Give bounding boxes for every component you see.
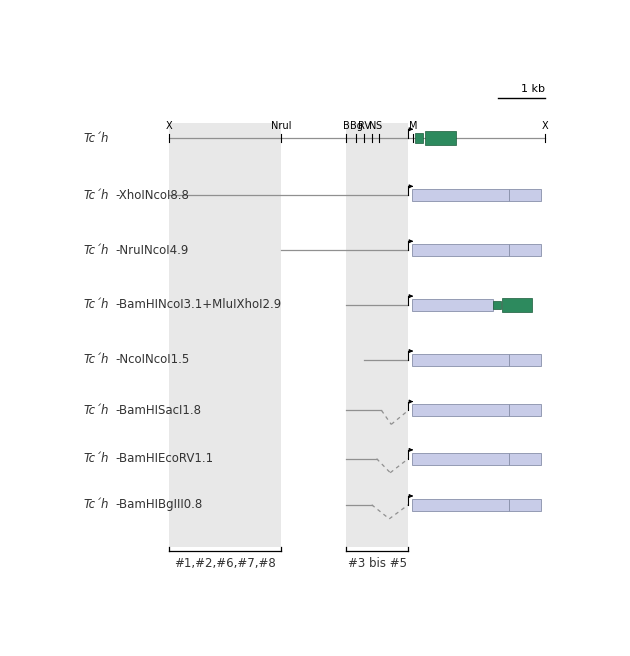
Text: -BamHINcoI3.1+MluIXhoI2.9: -BamHINcoI3.1+MluIXhoI2.9	[115, 298, 282, 312]
Text: S: S	[375, 121, 382, 131]
Text: ΔlacZ: ΔlacZ	[438, 300, 467, 310]
Bar	[509, 499, 541, 511]
Bar	[412, 354, 509, 366]
Text: lacZ: lacZ	[449, 245, 472, 255]
Bar	[412, 404, 509, 417]
Text: SV40: SV40	[512, 454, 537, 464]
Text: -NcoINcoI1.5: -NcoINcoI1.5	[115, 354, 190, 366]
Bar	[509, 453, 541, 465]
Text: lacZ: lacZ	[449, 405, 472, 415]
Text: 1 kb: 1 kb	[521, 84, 545, 94]
Text: X: X	[542, 121, 548, 131]
Text: lacZ: lacZ	[449, 500, 472, 510]
Bar	[493, 300, 501, 310]
Text: -BamHIBgIII0.8: -BamHIBgIII0.8	[115, 499, 203, 511]
Bar	[425, 131, 455, 144]
Text: lacZ: lacZ	[449, 190, 472, 200]
Bar	[412, 453, 509, 465]
Bar	[346, 123, 408, 546]
Text: Tc´h: Tc´h	[84, 298, 109, 312]
Text: Tc´h: Tc´h	[84, 131, 109, 144]
Text: X: X	[166, 121, 173, 131]
Text: SV40: SV40	[512, 245, 537, 255]
Bar	[412, 244, 509, 256]
Bar	[412, 499, 509, 511]
Text: RV: RV	[358, 121, 371, 131]
Text: -XhoINcoI8.8: -XhoINcoI8.8	[115, 189, 189, 201]
Bar	[509, 354, 541, 366]
Text: -NruINcoI4.9: -NruINcoI4.9	[115, 243, 189, 256]
Text: #3 bis #5: #3 bis #5	[348, 558, 407, 571]
Text: Tc´h: Tc´h	[84, 452, 109, 465]
Text: #1,#2,#6,#7,#8: #1,#2,#6,#7,#8	[175, 558, 276, 571]
Text: -BamHIEcoRV1.1: -BamHIEcoRV1.1	[115, 452, 214, 465]
Text: NruI: NruI	[271, 121, 292, 131]
Text: Tc´h: Tc´h	[84, 404, 109, 417]
Bar	[509, 244, 541, 256]
Text: N: N	[369, 121, 376, 131]
Bar	[412, 189, 509, 201]
Text: SV40: SV40	[512, 405, 537, 415]
Text: Tc´h: Tc´h	[84, 243, 109, 256]
Text: lacZ: lacZ	[449, 454, 472, 464]
Text: lacZ: lacZ	[449, 355, 472, 365]
Text: Tc´h: Tc´h	[84, 499, 109, 511]
Bar	[501, 298, 532, 312]
Text: B: B	[343, 121, 350, 131]
Bar	[509, 189, 541, 201]
Bar	[509, 404, 541, 417]
Bar	[415, 133, 423, 143]
Text: -BamHISacI1.8: -BamHISacI1.8	[115, 404, 202, 417]
Text: Bg: Bg	[350, 121, 362, 131]
Text: SV40: SV40	[512, 355, 537, 365]
Text: SV40: SV40	[512, 500, 537, 510]
Text: Tc´h: Tc´h	[84, 354, 109, 366]
Text: SV40: SV40	[512, 190, 537, 200]
Bar	[412, 298, 493, 311]
Text: M: M	[409, 121, 418, 131]
Bar	[169, 123, 282, 546]
Text: Tc´h: Tc´h	[84, 189, 109, 201]
